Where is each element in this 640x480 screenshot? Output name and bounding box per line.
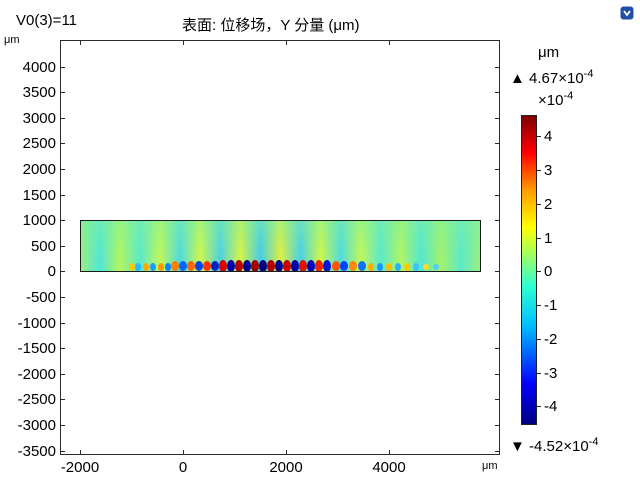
colorbar-max-value: 4.67×10 xyxy=(529,70,584,87)
colorbar-multiplier-base: ×10 xyxy=(538,92,564,109)
colorbar-tick-label: -2 xyxy=(544,331,558,348)
colorbar-tick-label: 2 xyxy=(544,196,553,213)
colorbar-min-exponent: -4 xyxy=(588,436,599,448)
colorbar-tick-label: -4 xyxy=(544,398,558,415)
colorbar-max-exponent: -4 xyxy=(583,68,594,80)
colorbar-min-label: ▼ -4.52×10-4 xyxy=(510,436,598,455)
min-triangle-icon: ▼ xyxy=(510,438,525,455)
colorbar-tick-label: 4 xyxy=(544,128,553,145)
navigation-icon[interactable] xyxy=(620,6,634,20)
y-tick-label: 4000 xyxy=(22,59,56,76)
y-tick-label: 0 xyxy=(47,263,56,280)
colorbar-multiplier-exponent: -4 xyxy=(563,90,574,102)
colorbar-tick-label: 1 xyxy=(544,230,553,247)
surface-plot-domain[interactable] xyxy=(80,220,481,272)
parameter-label: V0(3)=11 xyxy=(16,12,78,29)
y-tick-label: 3500 xyxy=(22,84,56,101)
y-tick-label: 500 xyxy=(30,238,56,255)
x-tick-label: 4000 xyxy=(372,459,406,476)
colorbar-tick-label: -3 xyxy=(544,365,558,382)
y-tick-label: -1000 xyxy=(17,315,56,332)
y-axis-unit: μm xyxy=(4,34,20,46)
x-axis-unit: μm xyxy=(482,460,498,472)
colorbar-multiplier: ×10-4 xyxy=(538,90,573,109)
y-tick-label: 1000 xyxy=(22,212,56,229)
colorbar-tick-label: -1 xyxy=(544,297,558,314)
colorbar-min-value: -4.52×10 xyxy=(529,438,589,455)
surface-wave-pattern xyxy=(129,260,439,272)
x-tick-label: -2000 xyxy=(60,459,100,476)
max-triangle-icon: ▲ xyxy=(510,70,525,87)
y-tick-label: 1500 xyxy=(22,187,56,204)
x-tick-label: 0 xyxy=(178,459,188,476)
y-tick-label: -500 xyxy=(25,289,56,306)
y-tick-label: -2000 xyxy=(17,366,56,383)
colorbar-max-label: ▲ 4.67×10-4 xyxy=(510,68,593,87)
y-tick-label: -3000 xyxy=(17,417,56,434)
y-tick-label: 3000 xyxy=(22,110,56,127)
y-tick-label: 2000 xyxy=(22,161,56,178)
colorbar[interactable] xyxy=(521,115,537,425)
colorbar-unit: μm xyxy=(538,44,560,61)
colorbar-tick-label: 3 xyxy=(544,162,553,179)
y-tick-label: 2500 xyxy=(22,135,56,152)
y-tick-label: -2500 xyxy=(17,391,56,408)
y-tick-label: -1500 xyxy=(17,340,56,357)
plot-frame[interactable] xyxy=(60,40,500,455)
y-tick-label: -3500 xyxy=(17,443,56,460)
colorbar-tick-label: 0 xyxy=(544,263,553,280)
plot-title: 表面: 位移场，Y 分量 (μm) xyxy=(182,17,360,34)
x-tick-label: 2000 xyxy=(269,459,303,476)
